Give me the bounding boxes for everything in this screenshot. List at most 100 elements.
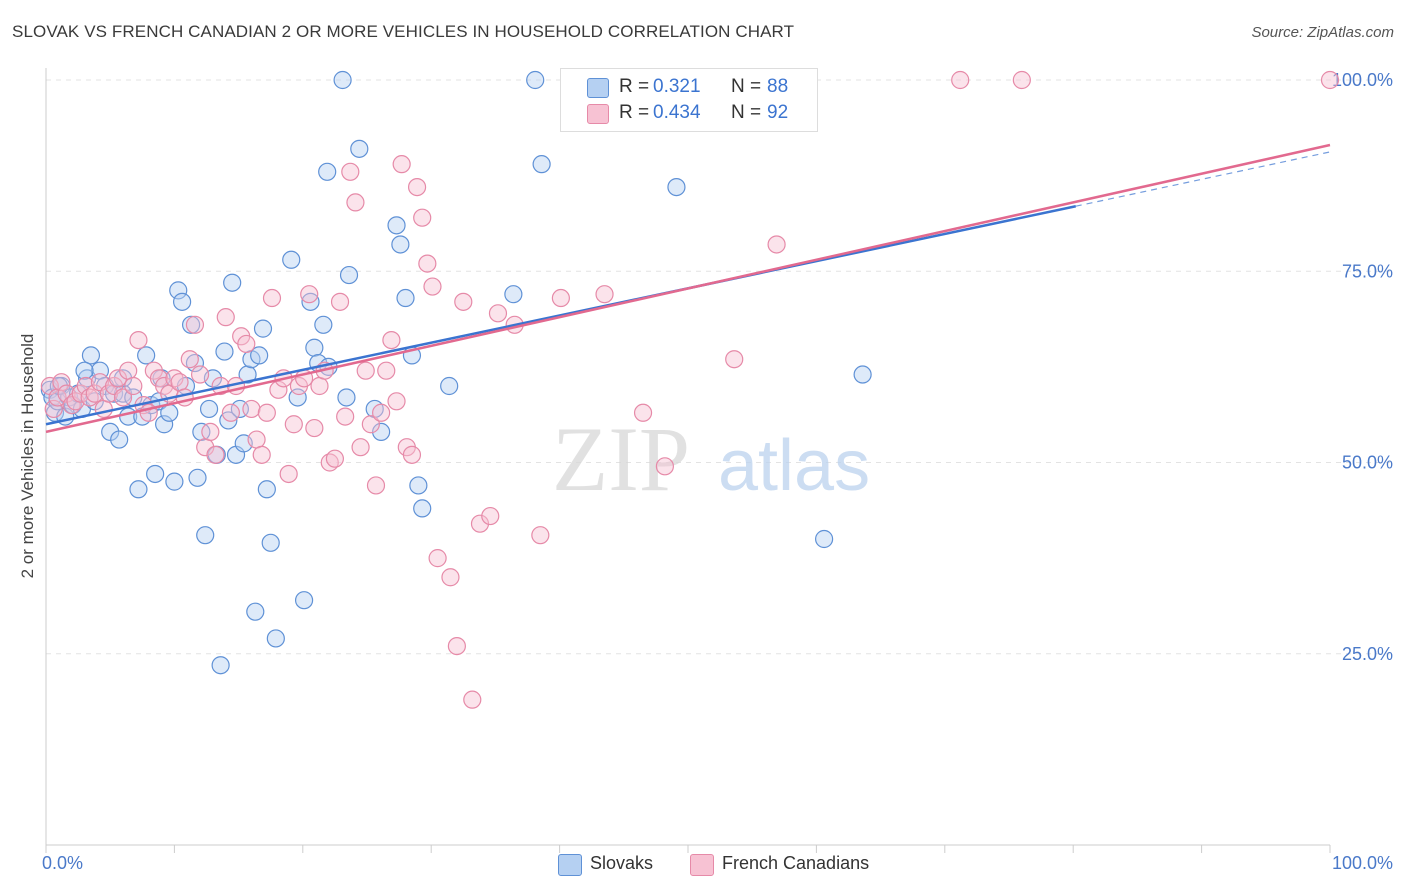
r-label: R =	[619, 102, 650, 123]
slovak-point	[333, 70, 352, 90]
watermark-zip: ZIP	[552, 408, 690, 510]
french-canadian-point	[392, 155, 411, 174]
slovak-trend-line	[45, 205, 1077, 426]
slovak-point	[250, 346, 269, 365]
n-value: 88	[767, 76, 789, 97]
french-canadian-point	[262, 288, 282, 308]
slovak-point	[266, 629, 285, 648]
french-canadian-point	[447, 636, 466, 656]
slovak-point	[350, 139, 369, 158]
slovak-point	[137, 346, 156, 365]
slovak-point	[223, 273, 242, 292]
french-canadian-point	[119, 361, 138, 380]
french-canadian-point	[94, 399, 113, 419]
french-canadian-point	[336, 407, 355, 426]
french-canadian-point	[463, 690, 482, 709]
french-canadian-point	[428, 549, 447, 568]
french-canadian-point	[170, 373, 189, 392]
french-canadian-point	[330, 292, 350, 311]
french-canadian-point	[305, 418, 324, 438]
slovak-point	[129, 480, 148, 499]
n-label: N =	[731, 102, 762, 123]
french-canadian-point	[377, 361, 396, 380]
french-canadian-point	[85, 384, 104, 403]
slovak-point	[81, 346, 101, 365]
r-value: 0.434	[653, 102, 701, 123]
slovak-point	[188, 468, 207, 487]
french-swatch	[587, 104, 609, 124]
french-canadian-point	[361, 415, 380, 434]
french-canadian-point	[113, 388, 133, 407]
french-canadian-point	[441, 568, 460, 587]
slovak-point	[318, 162, 337, 181]
x-tick-label: 0.0%	[42, 853, 83, 873]
slovak-point	[372, 422, 391, 441]
slovak-point	[667, 178, 686, 197]
french-canadian-point	[237, 334, 256, 354]
slovak-point	[199, 399, 219, 419]
slovak-point	[196, 526, 215, 545]
french-canadian-point	[325, 449, 344, 468]
french-swatch	[690, 854, 714, 876]
slovak-point	[504, 285, 523, 304]
french-canadian-trend-line	[45, 143, 1331, 434]
y-tick-label: 25.0%	[1342, 644, 1393, 664]
french-canadian-point	[402, 445, 422, 464]
french-canadian-point	[216, 308, 235, 327]
r-value: 0.321	[653, 76, 701, 97]
french-canadian-point	[44, 399, 63, 419]
french-canadian-point	[407, 178, 427, 197]
french-canadian-point	[300, 285, 319, 304]
slovak-point	[339, 265, 359, 285]
french-canadian-point	[481, 506, 500, 526]
legend-label: Slovaks	[590, 853, 654, 873]
french-canadian-point	[366, 476, 386, 495]
slovak-point	[305, 338, 324, 357]
slovak-point	[257, 480, 276, 499]
slovak-point	[294, 591, 314, 610]
french-canadian-point	[310, 376, 329, 396]
slovak-swatch	[558, 854, 582, 876]
slovak-point	[181, 315, 201, 334]
french-canadian-point	[48, 388, 67, 407]
french-canadian-point	[1320, 70, 1340, 90]
french-canadian-point	[1012, 70, 1031, 90]
french-canadian-point	[725, 350, 744, 369]
r-label: R =	[619, 76, 650, 97]
french-canadian-point	[951, 70, 970, 90]
slovak-point	[215, 342, 234, 361]
french-canadian-point	[470, 514, 490, 533]
slovak-point	[532, 155, 551, 174]
french-canadian-point	[595, 285, 614, 304]
french-canadian-point	[247, 430, 266, 449]
french-canadian-point	[767, 235, 786, 254]
slovak-point	[155, 415, 174, 434]
source-label: Source: ZipAtlas.com	[1251, 24, 1394, 41]
slovak-point	[314, 315, 333, 334]
french-canadian-point	[551, 288, 570, 308]
n-value: 92	[767, 102, 789, 123]
french-canadian-point	[284, 415, 303, 434]
french-canadian-point	[52, 373, 71, 392]
y-tick-label: 50.0%	[1342, 453, 1393, 473]
french-canadian-point	[180, 350, 199, 369]
slovak-points	[40, 70, 872, 675]
french-canadian-point	[269, 380, 288, 399]
slovak-point	[440, 376, 459, 396]
slovak-point	[337, 388, 356, 407]
french-canadian-point	[346, 193, 365, 212]
french-canadian-point	[351, 438, 370, 457]
slovak-point	[110, 430, 129, 449]
french-canadian-point	[190, 365, 210, 384]
slovak-point	[261, 533, 280, 552]
slovak-point	[253, 319, 273, 338]
slovak-point	[391, 235, 410, 254]
n-label: N =	[731, 76, 762, 97]
french-canadian-point	[488, 304, 508, 323]
trend-lines	[45, 143, 1331, 434]
french-canadian-point	[655, 457, 674, 476]
correlation-legend: R = 0.321 N = 88 R = 0.434 N = 92	[560, 68, 818, 132]
slovak-point	[815, 529, 834, 549]
french-canadian-point	[279, 464, 298, 484]
